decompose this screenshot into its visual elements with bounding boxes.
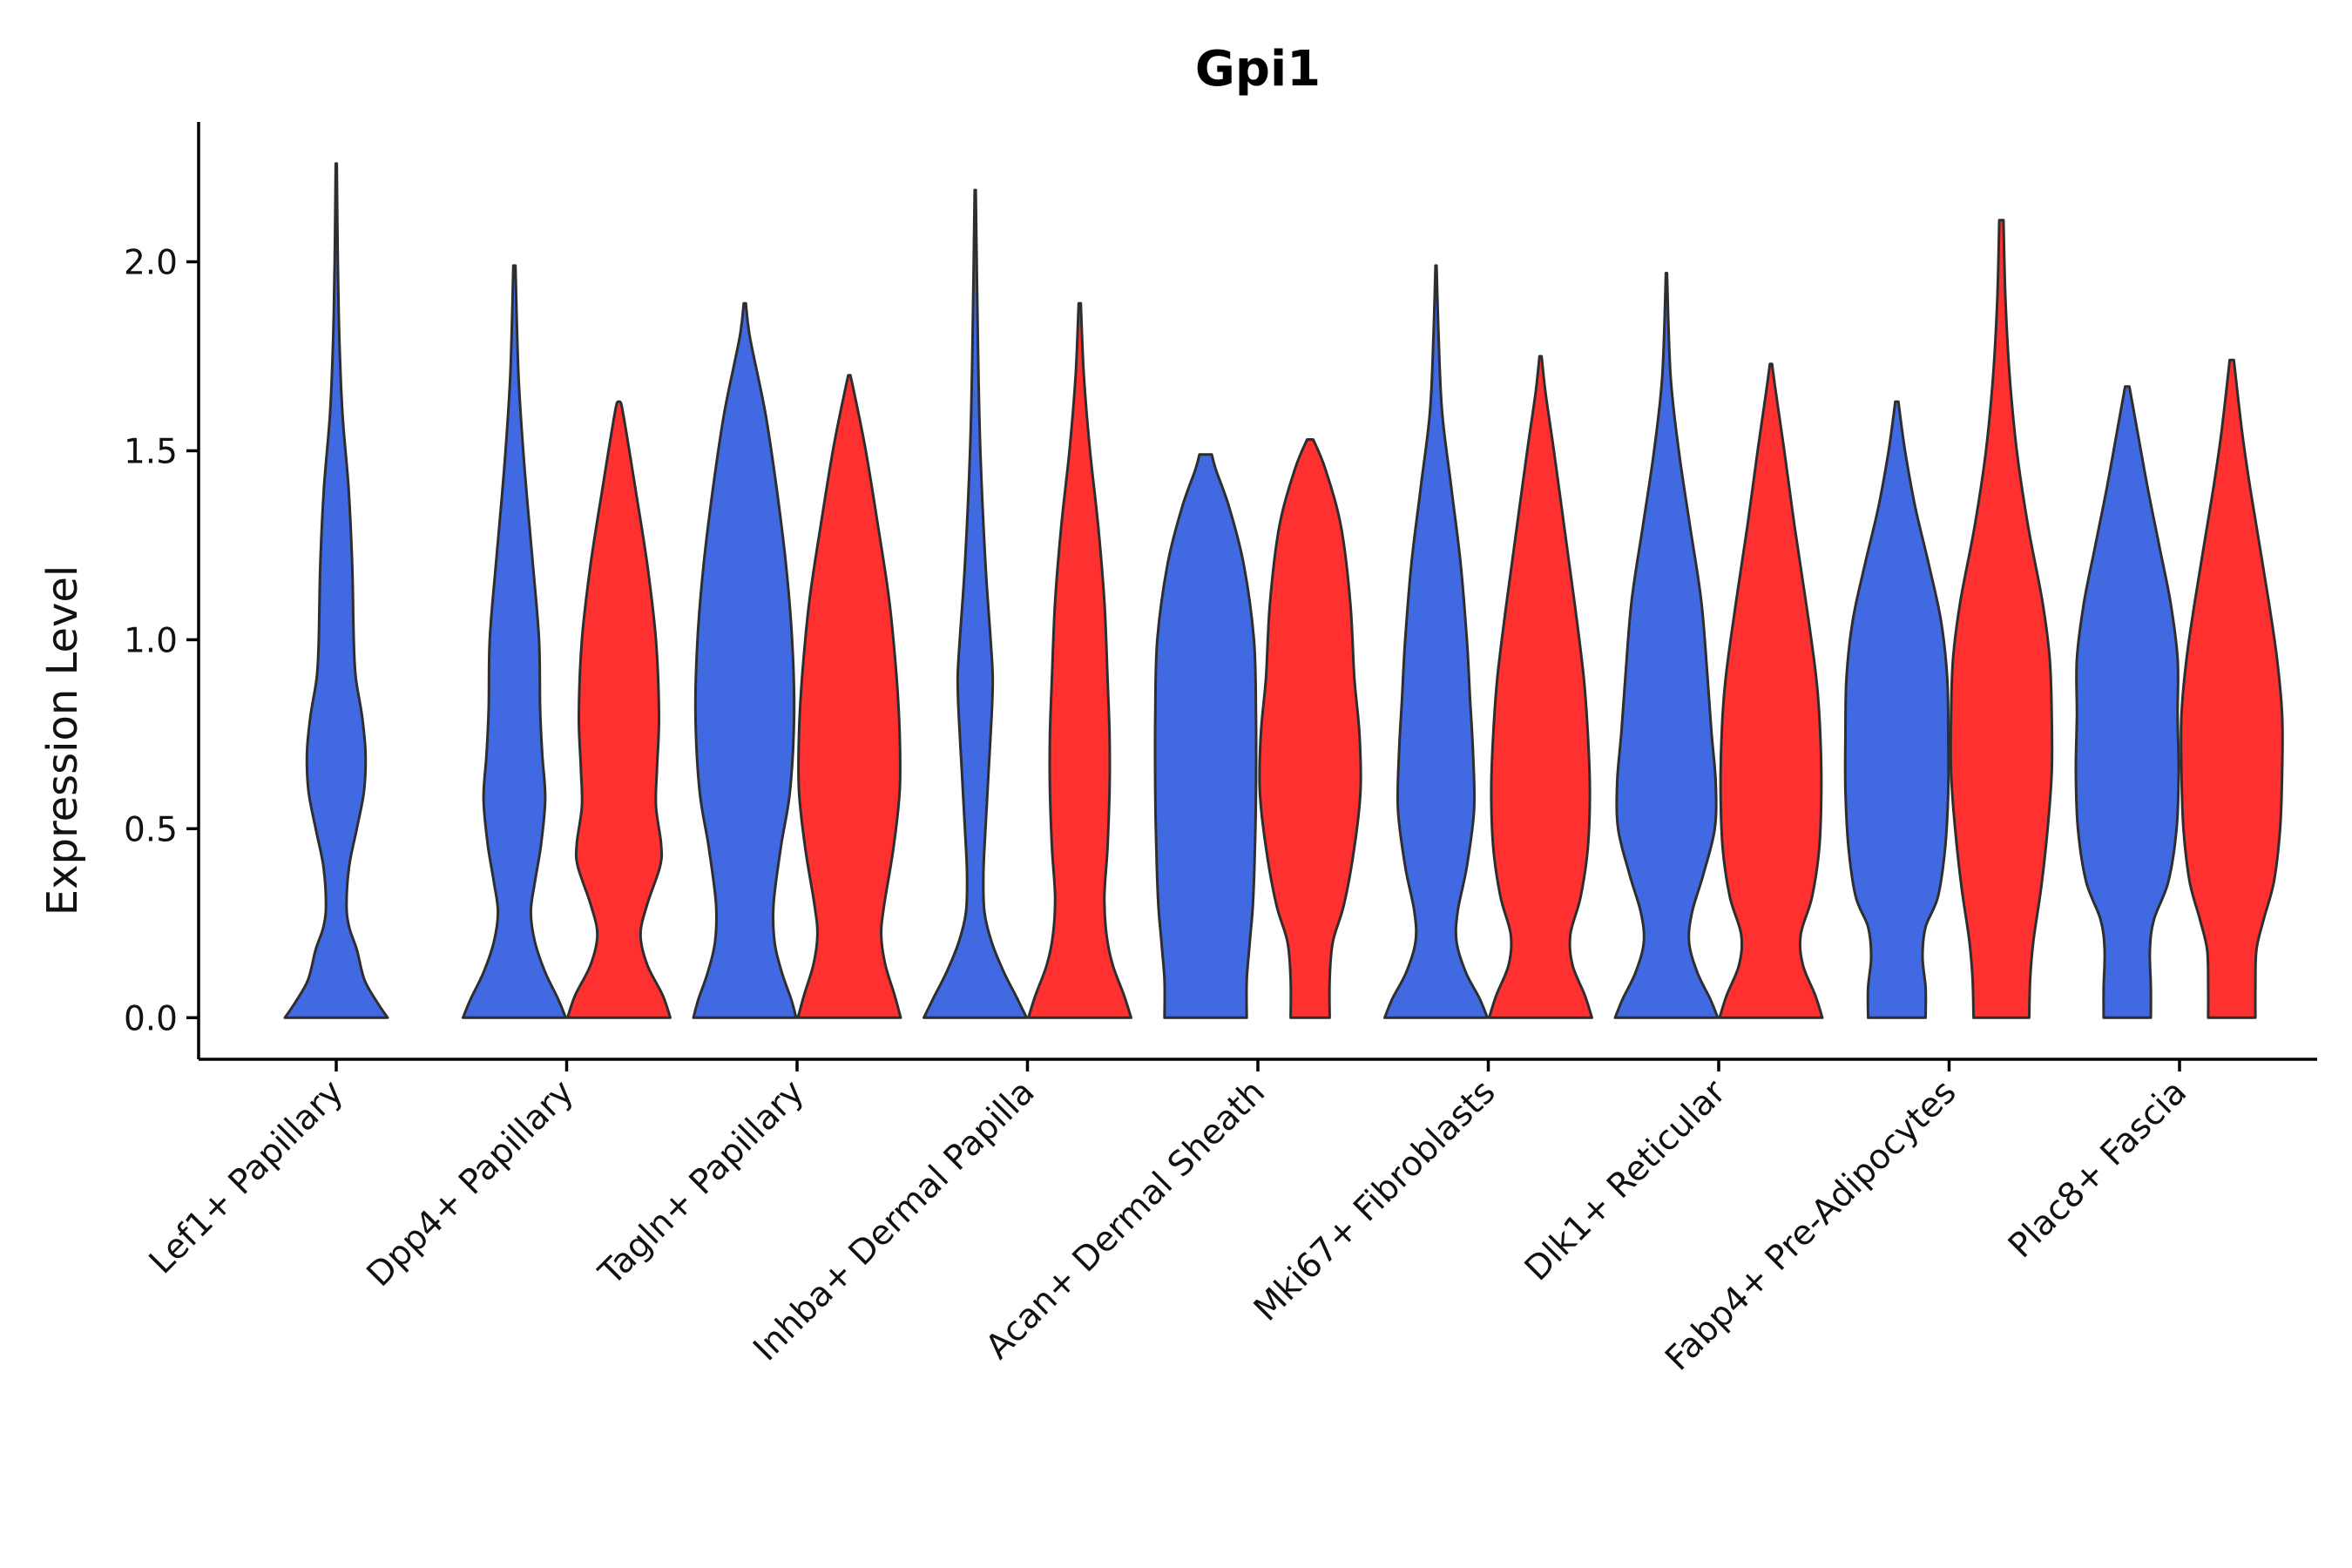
- violin-fabp4-pre-adipocytes-group-a: [1843, 400, 1950, 1019]
- y-tick-label: 0.5: [124, 810, 178, 849]
- x-tick-label: Mki67+ Fibroblasts: [1247, 1072, 1503, 1328]
- x-tick-label: Dlk1+ Reticular: [1517, 1072, 1734, 1289]
- y-tick-label: 2.0: [124, 244, 178, 283]
- violin-acan-dermal-sheath-group-a: [1153, 453, 1258, 1019]
- violin-tagln-papillary-group-b: [796, 374, 902, 1019]
- violin-dpp4-papillary-group-b: [566, 400, 672, 1019]
- x-tick-label: Dpp4+ Papillary: [360, 1072, 582, 1294]
- violin-inhba-dermal-papilla-group-a: [923, 188, 1028, 1019]
- violin-dlk1-reticular-group-a: [1613, 272, 1720, 1019]
- violin-inhba-dermal-papilla-group-b: [1027, 301, 1132, 1019]
- violin-plac8-fascia-group-b: [2180, 358, 2284, 1019]
- y-tick-label: 0.0: [124, 999, 178, 1038]
- y-tick-label: 1.5: [124, 432, 178, 471]
- chart-title: Gpi1: [1195, 41, 1321, 98]
- violin-lef1-papillary-group-a: [283, 162, 389, 1019]
- x-tick-label: Lef1+ Papillary: [142, 1072, 351, 1281]
- y-tick-label: 1.0: [124, 621, 178, 660]
- violin-tagln-papillary-group-a: [692, 301, 798, 1019]
- violin-fabp4-pre-adipocytes-group-b: [1949, 219, 2054, 1019]
- violin-plac8-fascia-group-a: [2074, 385, 2180, 1019]
- x-tick-label: Tagln+ Papillary: [591, 1072, 813, 1294]
- violin-dlk1-reticular-group-b: [1718, 362, 1824, 1019]
- violin-acan-dermal-sheath-group-b: [1258, 438, 1362, 1019]
- violin-dpp4-papillary-group-a: [462, 264, 567, 1019]
- violin-layer: [283, 162, 2284, 1019]
- x-tick-label: Plac8+ Fascia: [2001, 1072, 2194, 1266]
- y-axis-title: Expression Level: [38, 565, 87, 916]
- violin-mki67-fibroblasts-group-a: [1383, 264, 1489, 1019]
- violin-mki67-fibroblasts-group-b: [1488, 355, 1593, 1019]
